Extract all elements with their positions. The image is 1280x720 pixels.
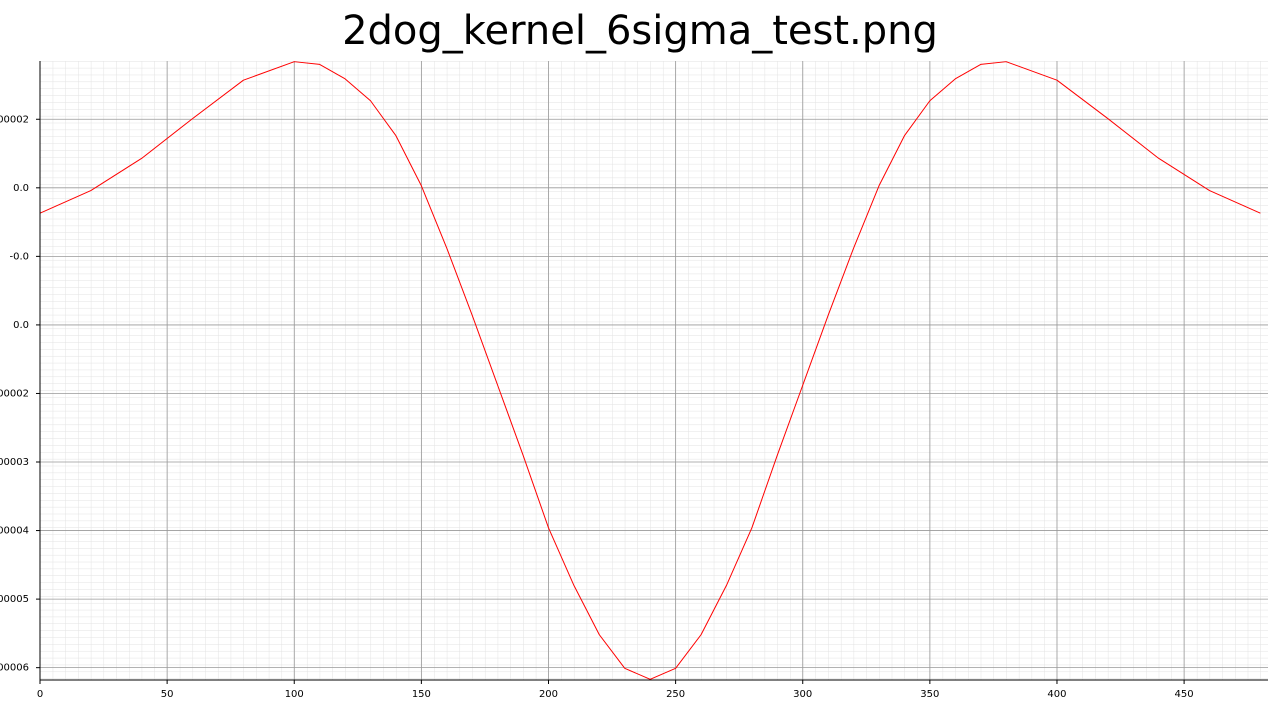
y-tick-label: 0.0: [13, 320, 29, 331]
y-tick-label: 00006: [0, 663, 29, 674]
chart-title: 2dog_kernel_6sigma_test.png: [342, 8, 938, 54]
y-tick-label: 00003: [0, 457, 29, 468]
x-tick-label: 250: [666, 689, 685, 700]
y-tick-label: 00005: [0, 594, 29, 605]
x-tick-label: 100: [285, 689, 304, 700]
y-tick-label: 00002: [0, 114, 29, 125]
x-tick-label: 150: [412, 689, 431, 700]
x-tick-label: 50: [161, 689, 174, 700]
y-tick-label: 00004: [0, 526, 29, 537]
plot: [39, 61, 1261, 680]
x-tick-label: 400: [1047, 689, 1066, 700]
grid: [39, 61, 1268, 680]
x-tick-label: 350: [920, 689, 939, 700]
data-line: [39, 61, 1261, 680]
x-tick-label: 200: [539, 689, 558, 700]
y-tick-label: 0.0: [13, 183, 29, 194]
x-tick-label: 0: [37, 689, 43, 700]
y-tick-label: 00002: [0, 388, 29, 399]
x-tick-label: 450: [1175, 689, 1194, 700]
minor-grid: [40, 61, 1268, 680]
x-tick-label: 300: [793, 689, 812, 700]
y-tick-label: -0.0: [9, 251, 29, 262]
